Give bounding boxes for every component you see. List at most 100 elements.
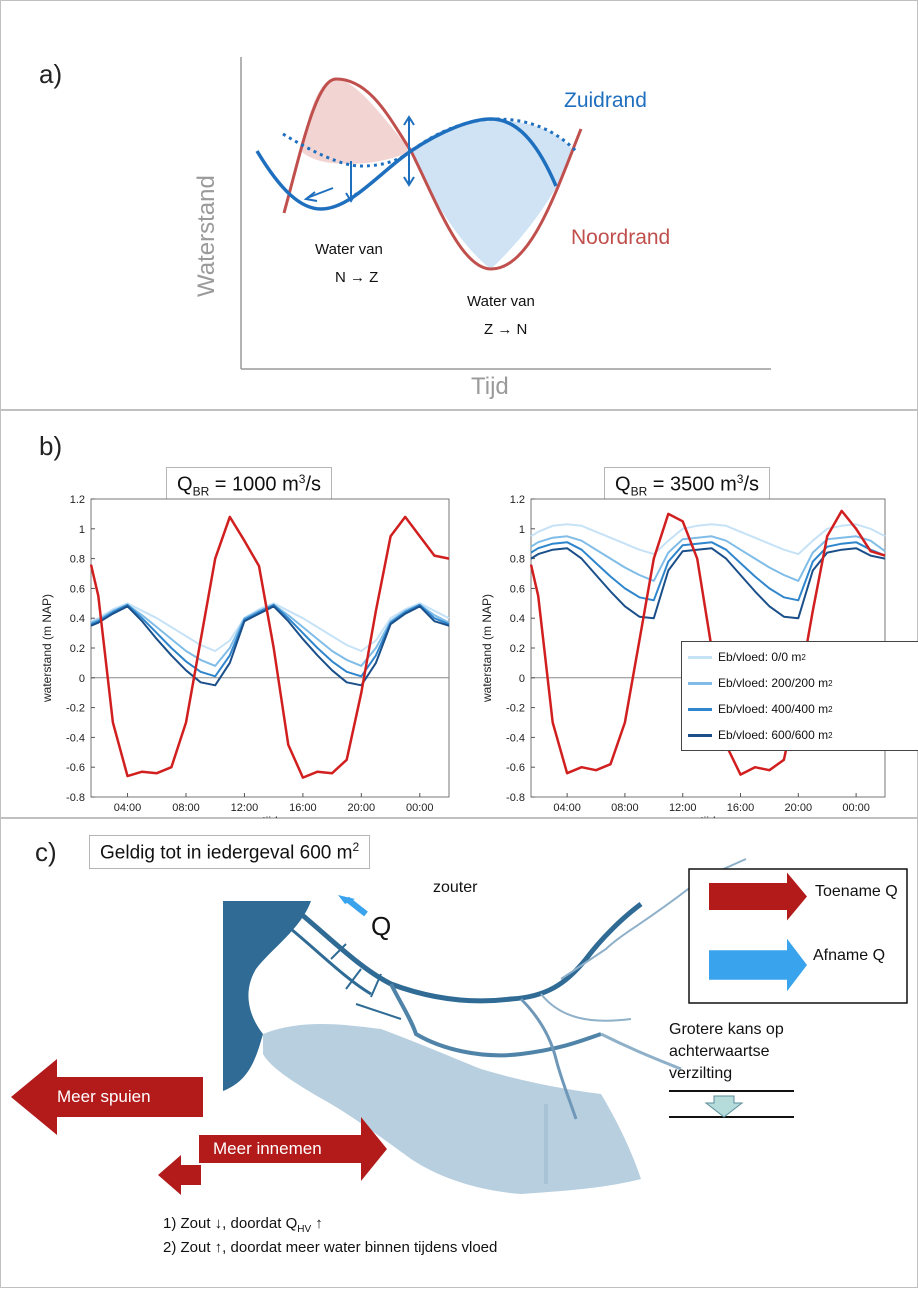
meer-innemen-arrow xyxy=(199,1117,387,1181)
chart1-xtick-label: 16:00 xyxy=(289,802,317,814)
river-branch-3 xyxy=(519,997,578,1120)
legend-label-3: Eb/vloed: 600/600 m xyxy=(718,728,829,742)
legend-toename-label: Toename Q xyxy=(815,883,898,900)
panel-a-arrowhead-down xyxy=(403,176,415,187)
chart1-ytick-label: 1.2 xyxy=(70,494,85,506)
chart2-series-4 xyxy=(529,509,886,776)
panel-a-zuid-fill xyxy=(411,120,573,269)
chart1-ytick-label: 0.6 xyxy=(70,583,85,595)
verzilting-arrow xyxy=(704,1095,744,1118)
chart2-ytick-label: 0.4 xyxy=(510,613,525,625)
panel-b: b) QBR = 1000 m3/s QBR = 3500 m3/s 1.2 1 0… xyxy=(0,410,918,828)
chart2-series-1 xyxy=(530,535,886,582)
chart1-ytick-label: 0.4 xyxy=(70,613,85,625)
meer-innemen-label: Meer innemen xyxy=(213,1139,322,1158)
panel-b-label: b) xyxy=(39,431,63,461)
chart2-xtick-label: 04:00 xyxy=(553,802,581,814)
kans-line3: verzilting xyxy=(669,1065,733,1082)
panel-a: a) Waterstand Tijd Zuidrand Noordrand Wa… xyxy=(0,0,918,410)
note-1-sub: HV xyxy=(297,1224,312,1235)
chart2-q-box: QBR = 3500 m3/s xyxy=(604,467,770,504)
chart2-series-0 xyxy=(530,523,886,556)
chart1-xtick-label: 08:00 xyxy=(172,802,200,814)
chart1-ytick-label: -0.4 xyxy=(66,732,85,744)
chart2-q-unit: /s xyxy=(743,473,759,496)
legend-swatch-1 xyxy=(688,681,712,685)
chart1-frame xyxy=(90,498,450,798)
legend-label-2: Eb/vloed: 400/400 m xyxy=(718,702,829,716)
chart2-q-sup: 3 xyxy=(736,472,744,486)
meer-spuien-label: Meer spuien xyxy=(57,1087,151,1106)
chart1-q-prefix: Q xyxy=(177,473,193,496)
geldig-sup: 2 xyxy=(352,840,360,854)
chart1-ytick-label: 0.8 xyxy=(70,554,85,566)
legend-swatch-0 xyxy=(688,655,712,659)
panel-a-noordrand-curve xyxy=(282,77,583,271)
chart2-xtick-label: 12:00 xyxy=(669,802,697,814)
chart2-xtick-label: 16:00 xyxy=(727,802,755,814)
zuidrand-label: Zuidrand xyxy=(564,89,647,112)
panel-a-arrowhead-left-down xyxy=(345,192,357,203)
toename-arrow xyxy=(709,872,807,921)
chart2-ylabel: waterstand (m NAP) xyxy=(480,594,494,703)
chart1-q-sub: BR xyxy=(192,484,210,499)
small-left-arrow xyxy=(158,1155,201,1195)
q-arrow-shaft xyxy=(345,896,368,917)
zn-label-line1: Water van xyxy=(467,293,535,310)
chart2-series-3 xyxy=(530,547,886,620)
chart2-xtick-label: 00:00 xyxy=(842,802,870,814)
chart2-q-sub: BR xyxy=(630,484,648,499)
q-arrow-head xyxy=(338,895,355,904)
chart1-ytick-label: -0.8 xyxy=(66,792,85,804)
kans-line2: achterwaartse xyxy=(669,1043,770,1060)
chart2-xtick-label: 20:00 xyxy=(785,802,813,814)
river-branch-2 xyxy=(389,983,602,1058)
chart1-q-box: QBR = 1000 m3/s xyxy=(166,467,332,504)
chart2-q-suffix: = 3500 m xyxy=(647,473,737,496)
legend-sup-3: 2 xyxy=(828,730,833,740)
afname-arrow xyxy=(709,938,807,992)
panel-a-diagram xyxy=(240,57,771,370)
panel-a-noord-fill xyxy=(301,79,411,164)
legend-label-0: Eb/vloed: 0/0 m xyxy=(718,650,802,664)
note-2: 2) Zout ↑, doordat meer water binnen tij… xyxy=(163,1239,498,1256)
panel-a-arrow-diag xyxy=(306,187,334,199)
chart1-q-suffix: = 1000 m xyxy=(209,473,299,496)
chart2-ytick-label: 0.6 xyxy=(510,583,525,595)
panel-a-label: a) xyxy=(39,59,63,89)
river-branch-1 xyxy=(290,927,372,996)
chart1-ytick-label: 0 xyxy=(79,673,85,685)
chart1-xtick-label: 00:00 xyxy=(406,802,434,814)
harbour-channels xyxy=(330,943,402,1020)
noordrand-label: Noordrand xyxy=(571,226,671,249)
panel-a-ylabel: Waterstand xyxy=(193,175,220,297)
panel-c-label: c) xyxy=(35,837,57,867)
zn-label-line2: Z → N xyxy=(484,321,528,338)
kans-line1: Grotere kans op xyxy=(669,1021,784,1038)
panel-c-diagram xyxy=(11,858,908,1195)
note-1: 1) Zout ↓, doordat QHV ↑ xyxy=(163,1215,323,1235)
river-main xyxy=(299,902,643,1004)
chart1-xtick-label: 04:00 xyxy=(114,802,142,814)
chart1-q-unit: /s xyxy=(305,473,321,496)
chart1-ytick-label: -0.6 xyxy=(66,762,85,774)
panel-b-charts: 1.2 1 0.8 0.6 0.4 0.2 0 -0.2 -0.4 -0.6 -0.8 04:00 08… xyxy=(40,494,886,828)
legend-sup-1: 2 xyxy=(828,678,833,688)
chart2-ytick-label: 0 xyxy=(519,673,525,685)
legend-swatch-3 xyxy=(688,733,712,737)
chart1-ylabel: waterstand (m NAP) xyxy=(40,594,54,703)
chart2-ytick-label: -0.4 xyxy=(506,732,525,744)
chart2-ytick-label: 0.8 xyxy=(510,554,525,566)
chart1-xtick-label: 20:00 xyxy=(348,802,376,814)
meer-spuien-arrow xyxy=(11,1059,203,1135)
chart2-ytick-label: -0.8 xyxy=(506,792,525,804)
chart2-q-prefix: Q xyxy=(615,473,631,496)
panel-a-xlabel: Tijd xyxy=(471,373,509,400)
geldig-text: Geldig tot in iedergeval 600 m xyxy=(100,842,353,864)
legend-label-1: Eb/vloed: 200/200 m xyxy=(718,676,829,690)
nz-label-line1: Water van xyxy=(315,241,383,258)
chart1-ytick-label: -0.2 xyxy=(66,703,85,715)
river-branch-6 xyxy=(540,993,632,1022)
